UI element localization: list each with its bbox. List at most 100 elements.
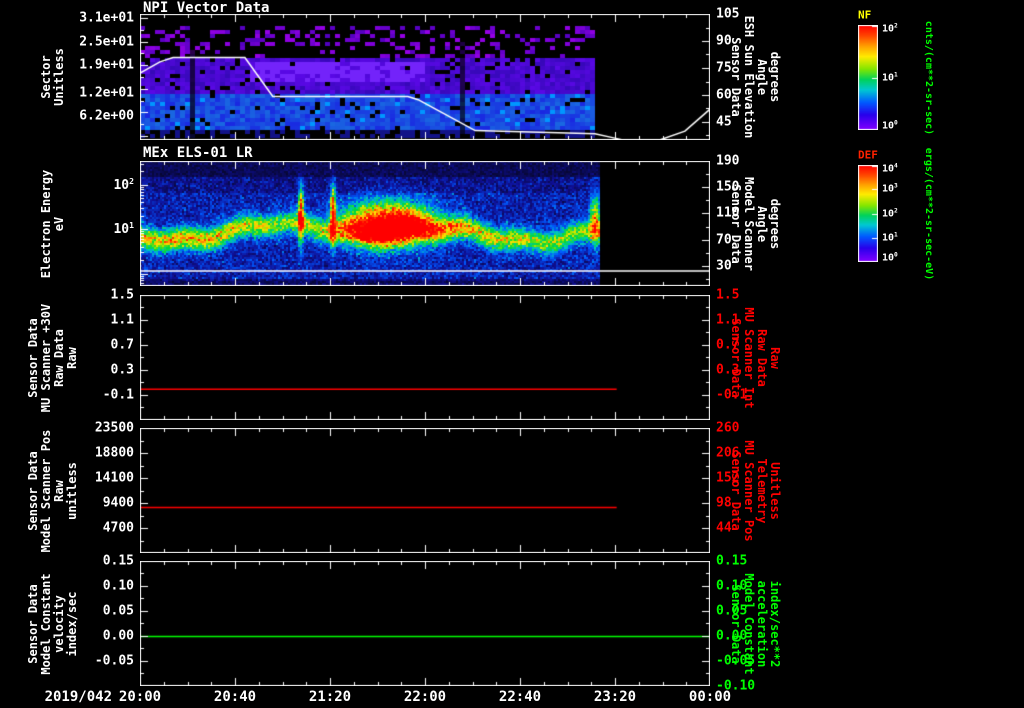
y-tick-label-right: 90	[716, 33, 732, 49]
x-tick-label: 21:20	[308, 689, 352, 705]
y-tick-label-left: 1.1	[110, 312, 134, 328]
y-axis-label-right: Telemetry	[754, 457, 769, 524]
y-axis-label-right: Model Constant	[741, 572, 756, 675]
x-tick-label: 22:40	[498, 689, 542, 705]
colorbar-tick-label: 102	[882, 22, 898, 35]
y-tick-label-left: 101	[113, 220, 134, 238]
panel-2-plot-area	[140, 161, 710, 286]
y-axis-label-left: Sensor Data	[25, 450, 40, 531]
y-tick-label-right: 260	[716, 420, 740, 436]
y-axis-label-left: Sector	[38, 55, 53, 99]
y-tick-label-right: 1.5	[716, 287, 740, 303]
y-tick-label-left: 102	[113, 176, 134, 193]
y-tick-label-right: -0.10	[716, 678, 756, 694]
y-axis-label-left: unitless	[64, 461, 79, 520]
x-tick-label: 20:00	[118, 689, 162, 705]
y-tick-label-left: 0.10	[102, 578, 134, 594]
y-tick-label-right: 44	[716, 520, 732, 536]
y-tick-label-left: 0.05	[102, 603, 134, 619]
colorbar-def	[858, 165, 878, 262]
y-axis-label-right: Sensor Data	[728, 37, 743, 117]
x-axis-date-label: 2019/042	[44, 689, 112, 705]
y-tick-label-right: 70	[716, 232, 732, 248]
y-axis-label-right: ESH Sun Elevation	[741, 15, 756, 139]
y-tick-label-right: 75	[716, 60, 732, 76]
y-axis-label-left: Model Scanner Pos	[38, 429, 53, 552]
y-tick-label-left: 2.5e+01	[79, 34, 134, 50]
y-tick-label-right: 1.1	[716, 312, 740, 328]
y-tick-label-right: 60	[716, 87, 732, 103]
y-tick-label-left: -0.1	[102, 387, 134, 403]
y-tick-label-right: 30	[716, 258, 732, 274]
colorbar-nf	[858, 25, 878, 130]
x-tick-label: 22:00	[403, 689, 447, 705]
y-axis-label-right: Raw	[767, 346, 782, 369]
x-tick-label: 00:00	[688, 689, 732, 705]
colorbar-tick-label: 101	[882, 231, 898, 244]
y-tick-label-left: 9400	[102, 495, 134, 511]
y-tick-label-left: 23500	[94, 420, 134, 436]
panel-3-plot-area	[140, 295, 710, 420]
y-axis-label-right: MU Scanner Int	[741, 306, 756, 409]
y-tick-label-right: -0.1	[716, 387, 748, 403]
y-tick-label-right: 105	[716, 6, 740, 22]
y-tick-label-right: 0.00	[716, 628, 748, 644]
y-axis-label-left: Raw	[51, 479, 66, 502]
y-tick-label-left: 0.7	[110, 337, 134, 353]
y-axis-label-left: Sensor Data	[25, 583, 40, 664]
y-axis-label-left: Sensor Data	[25, 317, 40, 398]
y-axis-label-right: MU Scanner Pos	[741, 439, 756, 542]
colorbar-tick-label: 101	[882, 70, 898, 84]
x-tick-label: 20:40	[213, 689, 257, 705]
y-axis-label-right: Model Scanner	[741, 176, 756, 271]
y-axis-label-right: Sensor Data	[728, 183, 743, 264]
panel-1-plot-area	[140, 14, 710, 140]
y-axis-label-right: Unitless	[767, 461, 782, 520]
y-axis-label-right: Angle	[754, 58, 769, 96]
y-tick-label-right: 45	[716, 114, 732, 130]
y-tick-label-left: 3.1e+01	[79, 10, 134, 26]
colorbar-tick-label: 102	[882, 206, 898, 220]
y-tick-label-right: 206	[716, 445, 740, 461]
y-axis-label-right: Sensor Data	[728, 583, 743, 664]
y-tick-label-right: 150	[716, 179, 740, 195]
y-axis-label-right: acceleration	[754, 580, 769, 667]
y-axis-label-left: Raw Data	[51, 328, 66, 387]
y-axis-label-left: MU Scanner +30V	[38, 303, 53, 412]
colorbar-units-label: ergs/(cm**2-sr-sec-eV)	[923, 147, 934, 280]
colorbar-tick-label: 104	[882, 162, 898, 175]
panel-5-plot-area	[140, 561, 710, 686]
y-axis-label-right: Sensor Data	[728, 317, 743, 398]
panel-npi-title: NPI Vector Data	[143, 0, 270, 16]
y-tick-label-left: 1.2e+01	[79, 85, 134, 101]
y-axis-label-left: index/sec	[64, 590, 79, 657]
y-axis-label-left: Electron Energy	[38, 169, 53, 278]
y-axis-label-right: Angle	[754, 205, 769, 242]
y-tick-label-left: 6.2e+00	[79, 108, 134, 124]
y-tick-label-right: 0.7	[716, 337, 740, 353]
y-tick-label-right: 98	[716, 495, 732, 511]
y-tick-label-right: 0.10	[716, 578, 748, 594]
y-axis-label-right: degrees	[767, 51, 782, 103]
y-tick-label-right: 110	[716, 205, 740, 221]
y-axis-label-right: index/sec**2	[767, 580, 782, 667]
y-tick-label-left: 14100	[94, 470, 134, 486]
y-tick-label-left: 4700	[102, 520, 134, 536]
panel-els-title: MEx ELS-01 LR	[143, 145, 253, 161]
y-axis-label-right: Sensor Data	[728, 450, 743, 531]
y-axis-label-right: degrees	[767, 198, 782, 249]
y-tick-label-right: -0.05	[716, 653, 756, 669]
y-tick-label-left: 1.5	[110, 287, 134, 303]
y-tick-label-left: 0.3	[110, 362, 134, 378]
colorbar-title: NF	[858, 8, 872, 22]
colorbar-tick-label: 103	[882, 182, 898, 195]
panel-4-plot-area	[140, 428, 710, 553]
y-tick-label-left: 18800	[94, 445, 134, 461]
y-tick-label-left: 0.15	[102, 553, 134, 569]
y-tick-label-left: 1.9e+01	[79, 57, 134, 73]
y-tick-label-right: 0.3	[716, 362, 740, 378]
y-tick-label-right: 152	[716, 470, 740, 486]
y-axis-label-left: Unitless	[51, 48, 66, 106]
y-tick-label-right: 190	[716, 153, 740, 169]
